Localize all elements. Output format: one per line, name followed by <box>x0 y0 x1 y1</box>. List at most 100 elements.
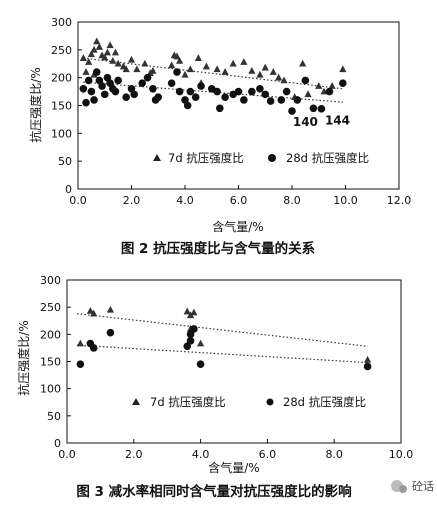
figure-3-chart: 抗压强度比/% 含气量/% 0 50 100 150 200 250 300 0.0 2.0 4… <box>16 274 413 500</box>
y-tick-label: 300 <box>51 16 72 29</box>
annotations: 140 144 <box>293 114 350 129</box>
point-28d <box>190 325 198 333</box>
point-28d <box>215 104 224 113</box>
legend-label-28d: 28d 抗压强度比 <box>286 151 369 165</box>
point-28d <box>288 107 296 115</box>
point-7d <box>122 65 130 73</box>
point-7d <box>173 52 181 60</box>
point-7d <box>339 65 347 73</box>
point-7d <box>229 59 237 67</box>
y-tick-label: 200 <box>40 328 61 341</box>
y-tick-label: 300 <box>40 274 61 287</box>
y-tick-label: 200 <box>51 72 72 85</box>
x-tick-label: 0.0 <box>69 194 87 207</box>
point-28d <box>186 87 195 96</box>
point-7d <box>248 66 256 74</box>
point-7d <box>261 63 269 71</box>
point-7d <box>299 59 307 67</box>
point-7d <box>133 65 141 73</box>
point-28d <box>79 85 88 93</box>
point-7d <box>82 68 90 75</box>
x-tick-label: 2.0 <box>123 194 141 207</box>
point-7d <box>95 43 103 50</box>
y-tick-label: 250 <box>51 44 72 57</box>
point-28d <box>363 362 372 371</box>
point-28d <box>197 82 205 90</box>
data-points <box>79 37 347 115</box>
point-7d <box>280 76 288 84</box>
trendline-28d <box>76 344 368 364</box>
wechat-icon-dot <box>399 485 407 493</box>
point-7d <box>213 65 221 73</box>
point-28d <box>151 96 160 104</box>
x-tick-label: 4.0 <box>192 448 210 461</box>
legend-label-7d: 7d 抗压强度比 <box>150 395 226 409</box>
point-28d <box>266 97 275 105</box>
point-7d <box>106 41 114 49</box>
point-7d <box>101 53 109 61</box>
point-7d <box>269 68 277 75</box>
point-7d <box>93 37 101 45</box>
trendline-7d <box>83 57 343 90</box>
point-7d <box>106 305 115 313</box>
point-7d <box>114 59 122 67</box>
point-28d <box>309 104 318 113</box>
data-annotation: 144 <box>325 114 350 128</box>
x-tick-label: 4.0 <box>176 194 194 207</box>
point-7d <box>304 90 312 98</box>
point-28d <box>111 87 120 96</box>
trendline-7d <box>76 313 368 347</box>
point-28d <box>149 85 157 93</box>
point-28d <box>76 360 85 369</box>
point-7d <box>87 50 95 58</box>
point-7d <box>109 56 117 64</box>
legend: 7d 抗压强度比 28d 抗压强度比 <box>153 151 369 165</box>
y-tick-label: 100 <box>51 127 72 140</box>
figure-2-chart: 抗压强度比/% 含气量/% 0 50 100 150 200 250 300 0.0 2.0 4… <box>28 16 411 257</box>
data-points <box>76 305 372 371</box>
x-axis-title: 含气量/% <box>212 219 263 234</box>
point-7d <box>183 307 191 315</box>
y-tick-label: 0 <box>54 437 61 450</box>
point-7d <box>86 306 94 314</box>
point-28d <box>191 93 200 101</box>
point-7d <box>141 59 149 67</box>
point-28d <box>196 360 205 369</box>
point-28d <box>183 342 192 351</box>
y-axis-title: 抗压强度比/% <box>16 320 31 395</box>
point-28d <box>186 337 195 345</box>
point-28d <box>90 96 98 104</box>
watermark: 砼话 <box>391 480 434 493</box>
legend-marker-28d <box>266 398 274 406</box>
point-7d <box>194 54 202 61</box>
point-7d <box>202 62 210 70</box>
trendlines <box>76 313 368 364</box>
x-tick-label: 10.0 <box>333 194 358 207</box>
point-28d <box>221 93 229 101</box>
point-7d <box>315 82 323 89</box>
x-axis-ticks: 0.0 2.0 4.0 6.0 8.0 10.0 12.0 <box>69 185 411 207</box>
x-tick-label: 8.0 <box>283 194 301 207</box>
legend-label-7d: 7d 抗压强度比 <box>168 151 244 165</box>
point-7d <box>149 66 157 74</box>
point-7d <box>328 82 336 89</box>
point-28d <box>130 90 138 99</box>
legend-marker-7d <box>153 154 161 161</box>
y-tick-label: 150 <box>51 100 72 113</box>
point-28d <box>282 87 291 96</box>
point-28d <box>100 90 109 99</box>
point-28d <box>167 79 176 88</box>
point-7d <box>168 61 176 69</box>
x-tick-label: 8.0 <box>325 448 343 461</box>
x-tick-label: 2.0 <box>125 448 143 461</box>
y-tick-label: 250 <box>40 301 61 314</box>
point-7d <box>85 58 93 65</box>
point-28d <box>301 76 310 85</box>
y-tick-label: 150 <box>40 356 61 369</box>
x-tick-label: 12.0 <box>387 194 412 207</box>
point-7d <box>275 73 283 81</box>
point-28d <box>234 87 243 96</box>
legend-label-28d: 28d 抗压强度比 <box>283 395 366 409</box>
point-28d <box>173 68 181 76</box>
point-28d <box>175 87 184 96</box>
